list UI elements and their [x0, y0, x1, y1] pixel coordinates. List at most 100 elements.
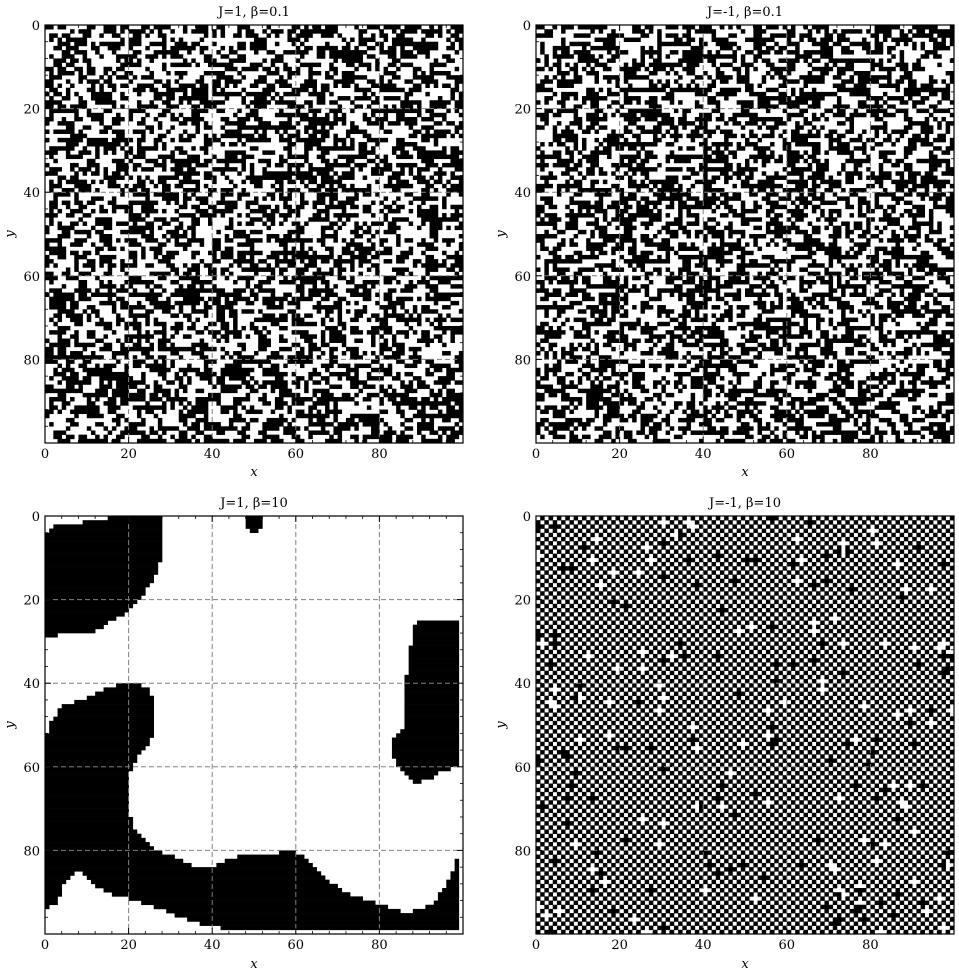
spin-down-run	[400, 150, 409, 155]
spin-down-run	[640, 305, 654, 310]
spin-down-run	[350, 355, 363, 360]
spin-down-run	[95, 422, 104, 427]
spin-down-run	[366, 66, 372, 72]
spin-down-run	[203, 171, 213, 176]
spin-down-run	[644, 175, 650, 180]
spin-down-run	[908, 79, 917, 84]
spin-down-run	[258, 363, 263, 369]
spin-down-run	[753, 200, 758, 206]
spin-down-run	[703, 171, 708, 176]
spin-down-run	[379, 208, 384, 214]
spin-down-run	[536, 330, 566, 335]
spin-down-run	[120, 342, 125, 348]
spin-down-run	[753, 405, 758, 410]
spin-down-run	[678, 376, 683, 381]
spin-down-run	[544, 267, 549, 272]
spin-down-run	[49, 54, 54, 59]
spin-down-run	[732, 430, 750, 435]
spin-down-run	[45, 854, 175, 860]
spin-down-run	[182, 271, 192, 277]
spin-down-run	[454, 225, 464, 231]
spin-down-run	[573, 33, 591, 38]
spin-down-run	[749, 133, 758, 139]
spin-down-run	[598, 267, 604, 272]
spin-down-run	[404, 96, 409, 101]
spin-down-run	[132, 221, 138, 226]
spin-down-run	[832, 334, 838, 339]
spin-down-run	[945, 70, 955, 76]
spin-down-run	[262, 422, 284, 427]
spin-down-run	[433, 325, 464, 331]
spin-down-run	[891, 37, 913, 43]
spin-down-run	[928, 405, 934, 410]
spin-down-run	[45, 213, 58, 218]
spin-down-run	[536, 58, 541, 63]
spin-down-run	[287, 142, 297, 147]
spin-down-run	[254, 296, 259, 302]
spin-down-run	[45, 263, 50, 268]
spin-down-run	[249, 171, 255, 176]
spin-down-run	[749, 413, 758, 419]
spin-down-run	[552, 125, 558, 130]
spin-down-run	[266, 234, 280, 239]
spin-down-run	[408, 653, 460, 659]
spin-down-run	[619, 196, 637, 201]
spin-down-run	[49, 112, 54, 118]
spin-down-run	[799, 401, 817, 406]
spin-down-run	[312, 213, 322, 218]
spin-down-run	[404, 79, 414, 84]
spin-down-run	[90, 91, 113, 97]
spin-down-run	[899, 50, 905, 55]
spin-down-run	[536, 162, 549, 168]
spin-down-run	[45, 829, 138, 834]
spin-down-run	[191, 229, 196, 235]
spin-down-run	[245, 520, 263, 525]
spin-down-run	[694, 179, 717, 185]
spin-down-run	[379, 158, 389, 164]
spin-down-run	[761, 121, 767, 126]
spin-down-run	[95, 229, 104, 235]
spin-down-run	[387, 221, 397, 226]
spin-down-run	[623, 342, 637, 348]
spin-down-run	[162, 196, 180, 201]
spin-down-run	[195, 330, 205, 335]
spin-down-run	[316, 238, 326, 243]
spin-down-run	[832, 401, 842, 406]
spin-down-run	[615, 79, 620, 84]
spin-down-run	[732, 384, 737, 389]
spin-down-run	[745, 70, 750, 76]
spin-down-run	[287, 150, 292, 155]
spin-down-run	[325, 325, 338, 331]
spin-down-run	[745, 397, 754, 402]
spin-down-run	[212, 154, 217, 160]
spin-down-run	[903, 192, 913, 197]
spin-down-run	[661, 83, 671, 88]
spin-down-run	[345, 158, 355, 164]
spin-down-run	[753, 380, 763, 385]
spin-down-run	[333, 213, 359, 218]
spin-down-run	[354, 392, 359, 398]
spin-down-run	[78, 271, 92, 277]
spin-down-run	[586, 376, 591, 381]
spin-down-run	[57, 712, 154, 717]
spin-down-run	[590, 380, 595, 385]
spin-down-run	[724, 524, 729, 529]
spin-down-run	[561, 29, 566, 34]
spin-down-run	[736, 162, 742, 168]
spin-down-run	[162, 376, 167, 381]
spin-down-run	[153, 250, 163, 256]
spin-down-run	[354, 66, 359, 72]
spin-down-run	[241, 162, 246, 168]
spin-down-run	[552, 263, 558, 268]
spin-down-run	[208, 392, 221, 398]
spin-down-run	[715, 125, 721, 130]
spin-down-run	[581, 175, 587, 180]
spin-down-run	[715, 516, 721, 521]
spin-down-run	[845, 271, 850, 277]
spin-down-run	[116, 112, 121, 118]
spin-down-run	[665, 392, 675, 398]
spin-down-run	[371, 221, 384, 226]
spin-down-run	[333, 79, 355, 84]
spin-down-run	[686, 405, 696, 410]
spin-down-run	[949, 355, 955, 360]
